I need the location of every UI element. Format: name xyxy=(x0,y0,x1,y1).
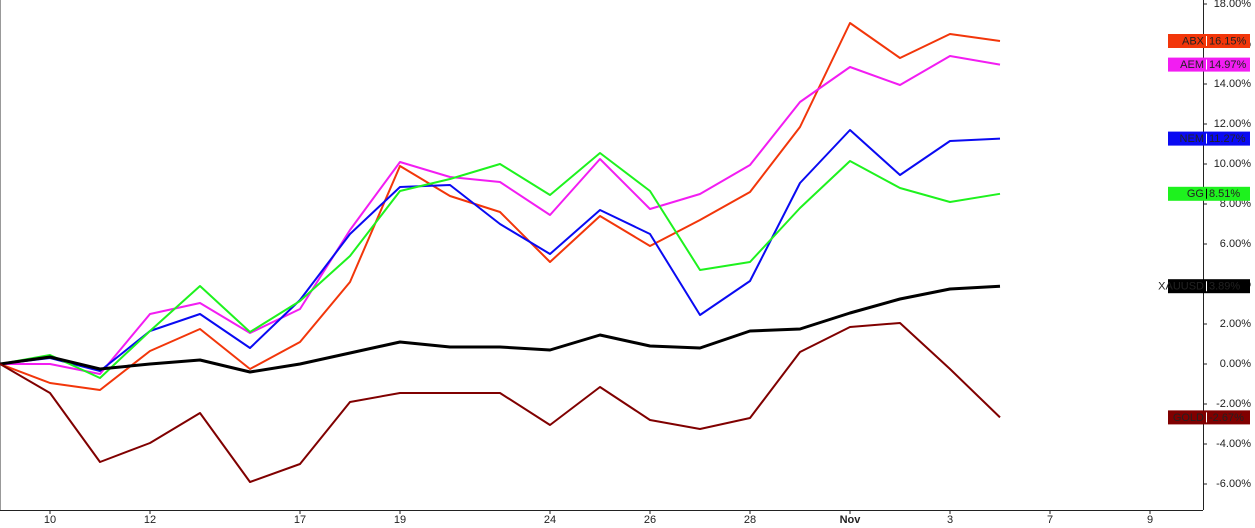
value-label: 14.97% xyxy=(1209,59,1247,71)
legend-label: ABX xyxy=(1182,35,1205,47)
series-line xyxy=(0,152,1001,379)
y-tick-label: 10.00% xyxy=(1214,158,1252,170)
y-tick-label: 0.00% xyxy=(1220,358,1251,370)
x-tick-label: 19 xyxy=(394,514,406,526)
legend-label: NEM xyxy=(1180,133,1204,145)
x-tick-label: 26 xyxy=(644,514,656,526)
value-label: -2.67% xyxy=(1209,412,1244,424)
x-tick-label: 7 xyxy=(1047,514,1053,526)
series-badge: GG 8.51% xyxy=(1168,186,1250,201)
badge-box xyxy=(1168,57,1250,72)
legend-label: GG xyxy=(1187,188,1204,200)
badge-box xyxy=(1168,279,1250,294)
y-tick-label: 14.00% xyxy=(1214,78,1252,90)
legend-label: GOLD xyxy=(1173,412,1204,424)
badge-box xyxy=(1168,131,1250,146)
legend-label: XAUUSD xyxy=(1158,281,1204,293)
badge-box xyxy=(1168,410,1250,425)
y-tick-label: 12.00% xyxy=(1214,118,1252,130)
series-badge: ABX 16.15% xyxy=(1168,34,1250,48)
value-label: 8.51% xyxy=(1209,188,1240,200)
x-tick-label: Nov xyxy=(840,514,862,526)
series-badge: AEM 14.97% xyxy=(1168,57,1250,72)
series-badge: NEM 11.27% xyxy=(1168,131,1250,146)
x-tick-label: 24 xyxy=(544,514,556,526)
x-tick-label: 17 xyxy=(294,514,306,526)
value-label: 3.89% xyxy=(1209,281,1240,293)
series-badge: GOLD -2.67% xyxy=(1168,410,1250,425)
y-tick-label: -4.00% xyxy=(1216,438,1251,450)
x-tick-label: 9 xyxy=(1147,514,1153,526)
x-tick-label: 10 xyxy=(44,514,56,526)
y-tick-label: 2.00% xyxy=(1220,318,1251,330)
value-label: 11.27% xyxy=(1209,133,1246,145)
y-tick-label: -6.00% xyxy=(1216,478,1251,490)
x-tick-label: 28 xyxy=(744,514,756,526)
badge-box xyxy=(1168,186,1250,201)
series-badge: XAUUSD 3.89% xyxy=(1158,279,1250,294)
y-tick-label: 8.00% xyxy=(1220,198,1251,210)
series-line xyxy=(0,322,1001,483)
legend-label: AEM xyxy=(1180,59,1204,71)
badge-box xyxy=(1168,34,1250,48)
series-line xyxy=(0,55,1001,375)
y-tick-label: -2.00% xyxy=(1216,398,1251,410)
series-line xyxy=(0,129,1001,372)
series-line xyxy=(0,284,1001,374)
y-tick-label: 18.00% xyxy=(1214,0,1252,10)
value-label: 16.15% xyxy=(1209,35,1247,47)
x-tick-label: 12 xyxy=(144,514,156,526)
y-tick-label: 6.00% xyxy=(1220,238,1251,250)
x-tick-label: 3 xyxy=(947,514,953,526)
series-line xyxy=(0,22,1001,391)
